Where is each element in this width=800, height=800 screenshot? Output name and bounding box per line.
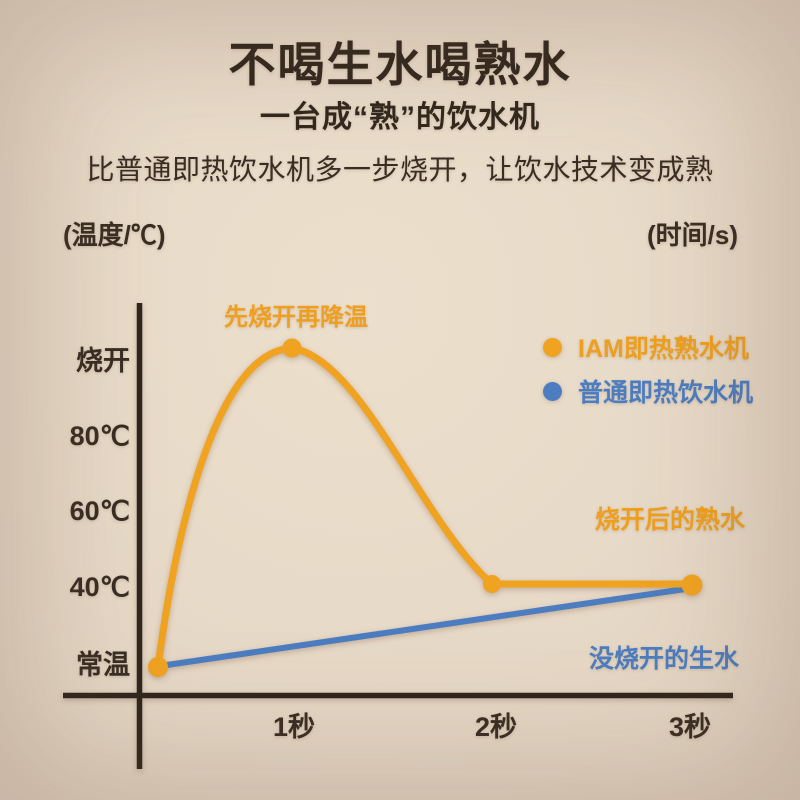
data-point-3s [681,574,703,596]
x-tick-3s: 3秒 [668,712,712,742]
annotation-boiled-water: 烧开后的熟水 [594,506,746,534]
tagline-text: 比普通即热饮水机多一步烧开，让饮水技术变成熟 [86,154,714,185]
legend-item-ordinary-dispenser: 普通即热饮水机 [543,378,753,407]
legend-dot-orange-icon [543,337,562,357]
y-tick-60c: 60℃ [69,496,130,526]
page-title: 不喝生水喝熟水 [228,38,572,91]
data-point-peak [282,338,302,358]
y-axis-unit-label: (温度/℃) [63,220,166,250]
data-point-start [148,657,168,677]
legend-dot-blue-icon [543,381,562,401]
legend-label-hot-dispenser: IAM即热熟水机 [578,335,749,363]
y-tick-room-temp: 常温 [76,650,130,680]
x-tick-1s: 1秒 [272,712,316,742]
legend-item-hot-dispenser: IAM即热熟水机 [543,334,753,363]
y-tick-boiled: 烧开 [76,346,130,376]
annotation-raw-water: 没烧开的生水 [588,645,740,673]
x-tick-2s: 2秒 [474,712,518,742]
chart-legend: IAM即热熟水机 普通即热饮水机 [543,334,753,422]
y-tick-40c: 40℃ [69,572,130,602]
data-point-2s [483,575,501,593]
annotation-boil-then-cool: 先烧开再降温 [224,304,368,331]
y-tick-80c: 80℃ [69,421,130,451]
x-axis-unit-label: (时间/s) [646,220,738,250]
legend-label-ordinary-dispenser: 普通即热饮水机 [578,379,754,407]
raw-water-line [157,585,695,669]
page-subtitle: 一台成“熟”的饮水机 [260,101,540,134]
